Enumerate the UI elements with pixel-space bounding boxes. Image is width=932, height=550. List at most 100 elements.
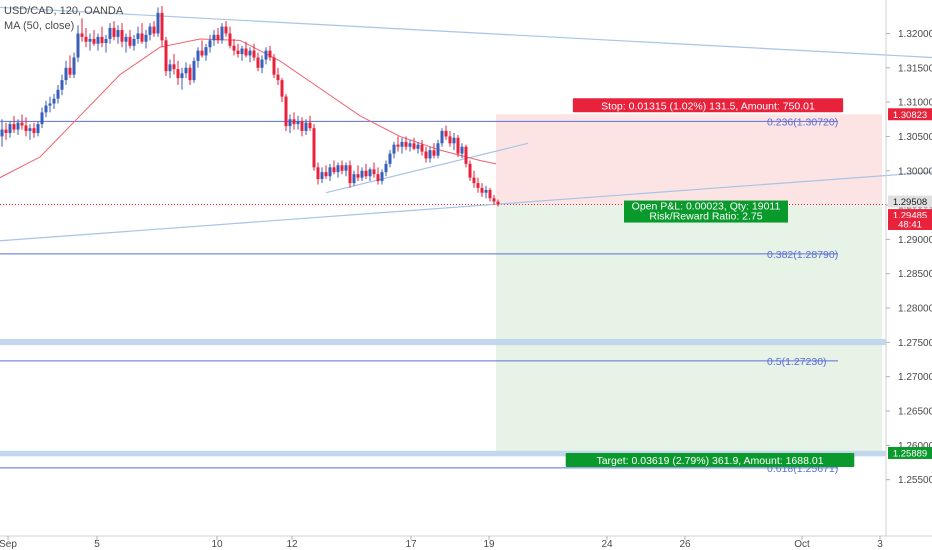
candle[interactable]	[476, 177, 480, 193]
candle[interactable]	[152, 21, 156, 37]
candle[interactable]	[244, 41, 248, 58]
candle[interactable]	[484, 185, 488, 199]
candle[interactable]	[108, 23, 112, 44]
candle[interactable]	[52, 93, 56, 109]
candle[interactable]	[412, 137, 416, 151]
candle[interactable]	[60, 74, 64, 96]
candle[interactable]	[384, 160, 388, 177]
candle[interactable]	[460, 143, 464, 159]
indicator-label[interactable]: MA (50, close)	[4, 20, 75, 32]
candle[interactable]	[488, 187, 492, 202]
candle[interactable]	[348, 160, 352, 188]
candle[interactable]	[264, 47, 268, 65]
candle[interactable]	[24, 117, 28, 137]
candle[interactable]	[248, 47, 252, 63]
candle[interactable]	[172, 54, 176, 75]
candle[interactable]	[372, 162, 376, 178]
candle[interactable]	[212, 30, 216, 46]
candle[interactable]	[112, 21, 116, 41]
candle[interactable]	[184, 62, 188, 79]
candle[interactable]	[20, 114, 24, 130]
candle[interactable]	[416, 141, 420, 154]
candle[interactable]	[352, 170, 356, 186]
candle[interactable]	[176, 60, 180, 85]
candle[interactable]	[12, 115, 16, 133]
candle[interactable]	[296, 115, 300, 130]
trendlines[interactable]	[0, 6, 932, 242]
candle[interactable]	[436, 139, 440, 159]
candle[interactable]	[192, 57, 196, 83]
candle[interactable]	[232, 38, 236, 56]
candle[interactable]	[0, 119, 4, 147]
candle[interactable]	[36, 121, 40, 137]
candle[interactable]	[128, 30, 132, 49]
candle[interactable]	[56, 84, 60, 104]
candle[interactable]	[452, 133, 456, 151]
candle[interactable]	[68, 55, 72, 79]
candle[interactable]	[444, 125, 448, 140]
candle[interactable]	[312, 124, 316, 171]
candle[interactable]	[376, 167, 380, 185]
candle[interactable]	[492, 194, 496, 206]
candle[interactable]	[368, 167, 372, 182]
candle[interactable]	[104, 34, 108, 53]
candle[interactable]	[160, 6, 164, 48]
candle[interactable]	[336, 162, 340, 178]
candle[interactable]	[304, 119, 308, 136]
candle[interactable]	[72, 52, 76, 79]
candle[interactable]	[468, 160, 472, 182]
candle[interactable]	[16, 119, 20, 136]
candle[interactable]	[340, 160, 344, 175]
candle[interactable]	[392, 141, 396, 159]
candle[interactable]	[328, 163, 332, 182]
trendline-upper-descending[interactable]	[0, 6, 932, 59]
candle[interactable]	[216, 27, 220, 44]
candle[interactable]	[148, 23, 152, 41]
candle[interactable]	[80, 18, 84, 42]
candle[interactable]	[472, 170, 476, 188]
candle[interactable]	[276, 67, 280, 85]
candle[interactable]	[292, 112, 296, 130]
candle[interactable]	[228, 26, 232, 49]
candle[interactable]	[180, 67, 184, 90]
candle[interactable]	[188, 64, 192, 85]
candle[interactable]	[424, 146, 428, 163]
candle[interactable]	[396, 136, 400, 152]
candle[interactable]	[404, 136, 408, 151]
candle[interactable]	[344, 162, 348, 177]
candle[interactable]	[44, 100, 48, 118]
candle[interactable]	[284, 93, 288, 131]
candle[interactable]	[96, 33, 100, 51]
candle[interactable]	[168, 59, 172, 79]
candle[interactable]	[252, 43, 256, 61]
candle[interactable]	[208, 34, 212, 53]
candle[interactable]	[300, 117, 304, 137]
candle[interactable]	[132, 34, 136, 51]
candle[interactable]	[240, 45, 244, 61]
candle[interactable]	[308, 115, 312, 131]
candle[interactable]	[140, 23, 144, 44]
candle[interactable]	[388, 150, 392, 168]
candle[interactable]	[272, 54, 276, 79]
candle[interactable]	[28, 124, 32, 140]
candle[interactable]	[408, 139, 412, 152]
candle[interactable]	[456, 135, 460, 158]
candle[interactable]	[320, 167, 324, 184]
candle[interactable]	[464, 144, 468, 168]
candle[interactable]	[196, 47, 200, 68]
candle[interactable]	[124, 33, 128, 53]
candle[interactable]	[236, 43, 240, 58]
candle[interactable]	[288, 114, 292, 133]
candle[interactable]	[448, 130, 452, 147]
candle[interactable]	[64, 60, 68, 85]
trendline-lower-ascending[interactable]	[0, 171, 932, 242]
candle[interactable]	[280, 78, 284, 103]
candle[interactable]	[156, 7, 160, 37]
candle[interactable]	[332, 160, 336, 175]
candle[interactable]	[260, 55, 264, 74]
candle[interactable]	[144, 30, 148, 49]
candle[interactable]	[380, 169, 384, 185]
candle[interactable]	[356, 165, 360, 182]
candle[interactable]	[420, 139, 424, 156]
candle[interactable]	[164, 36, 168, 77]
